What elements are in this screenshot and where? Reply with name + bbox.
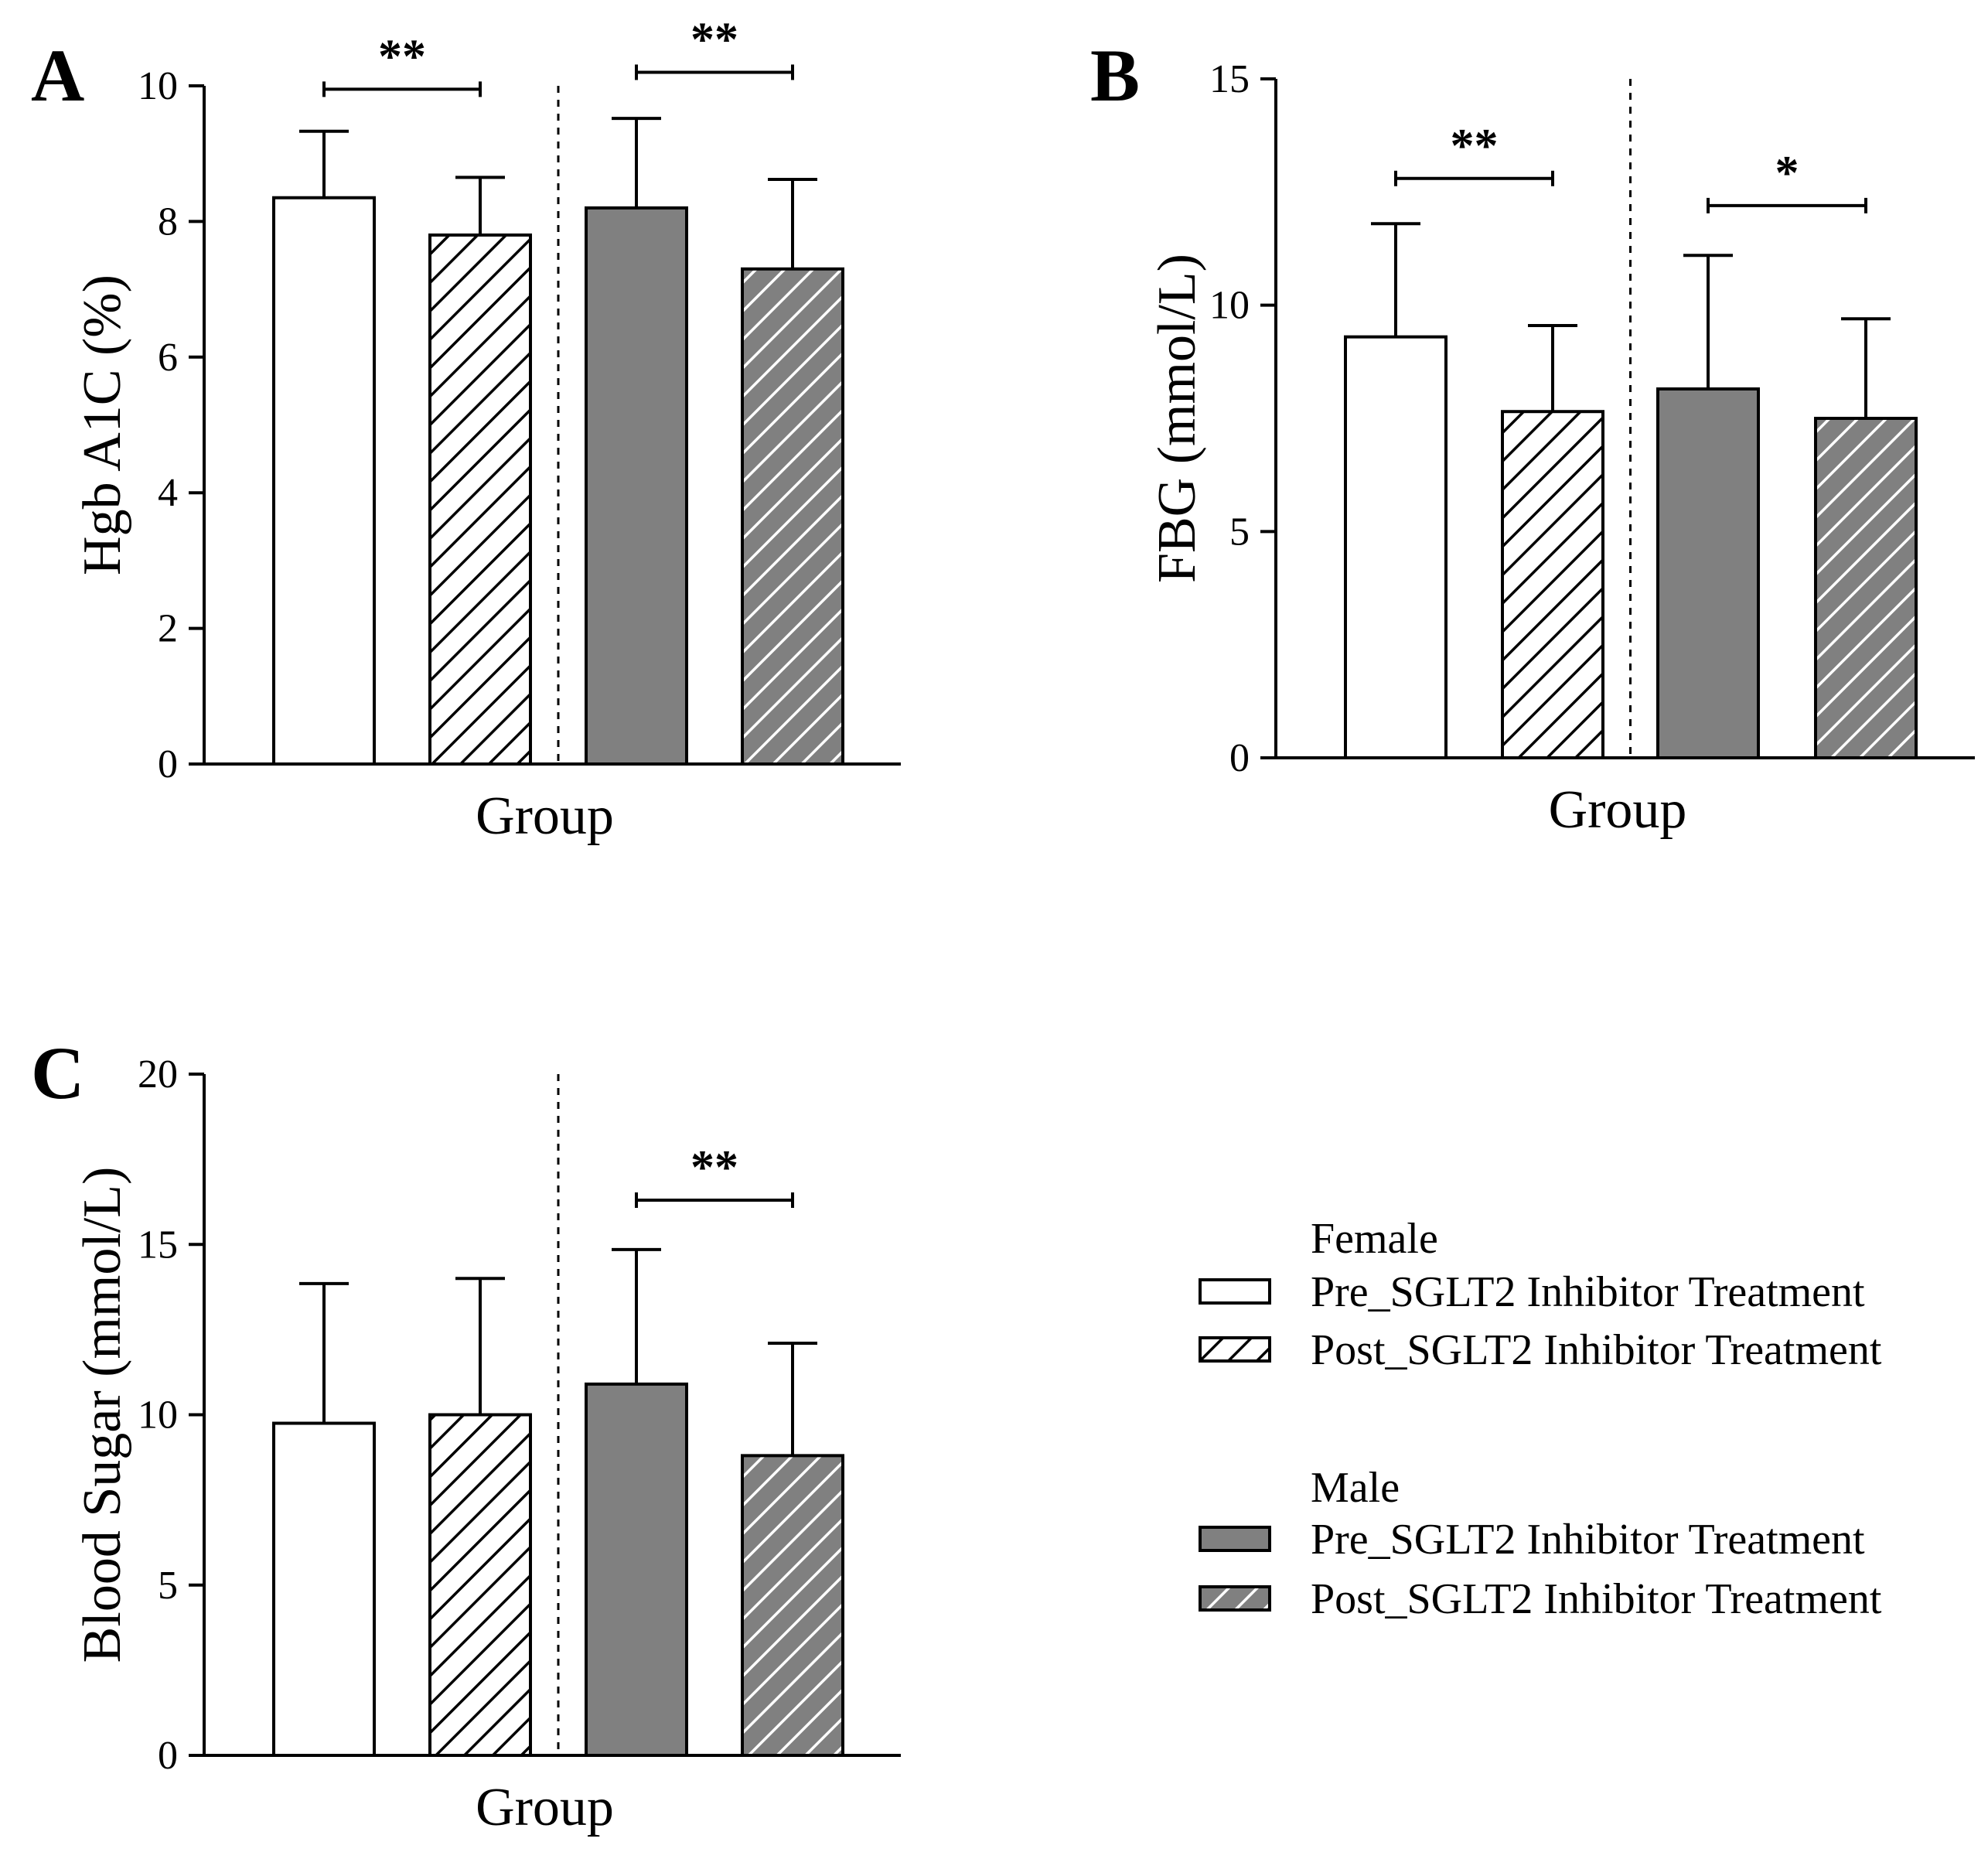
- y-tick-label: 0: [1229, 736, 1250, 780]
- y-tick-label: 5: [158, 1564, 178, 1608]
- panel-a-chart: 0 2 4 6 8 10 ** ** Group Hgb A1C (%) A: [31, 13, 901, 846]
- legend: Female Pre_SGLT2 Inhibitor Treatment Post_…: [1199, 1215, 1882, 1623]
- y-tick-label: 10: [138, 64, 178, 108]
- bar-male-pre: [1656, 387, 1760, 759]
- significance-label: **: [1451, 120, 1499, 172]
- y-tick-label: 6: [158, 336, 178, 380]
- bar-male-pre: [585, 1382, 688, 1757]
- bar-female-post: [1501, 410, 1604, 759]
- bar-female-post: [428, 233, 532, 766]
- y-tick-label: 5: [1229, 510, 1250, 554]
- legend-label: Post_SGLT2 Inhibitor Treatment: [1311, 1575, 1882, 1623]
- bar-female-post: [428, 1413, 532, 1757]
- bar-male-post: [1814, 417, 1918, 759]
- x-axis-title: Group: [476, 1778, 614, 1837]
- bar-female-pre: [1344, 335, 1448, 759]
- panel-letter: C: [31, 1032, 84, 1114]
- y-tick-label: 0: [158, 1734, 178, 1778]
- legend-swatch: [1199, 1585, 1271, 1612]
- y-axis-title: FBG (mmol/L): [1147, 254, 1207, 583]
- x-axis-title: Group: [1549, 780, 1687, 840]
- y-tick-label: 20: [138, 1052, 178, 1097]
- panel-letter: B: [1090, 34, 1140, 117]
- legend-heading-female: Female: [1311, 1215, 1438, 1263]
- y-tick-label: 8: [158, 200, 178, 244]
- significance-label: **: [691, 13, 738, 66]
- bar-female-pre: [272, 1421, 376, 1757]
- legend-heading-male: Male: [1311, 1464, 1400, 1512]
- y-tick-label: 0: [158, 742, 178, 786]
- panel-c-chart: 0 5 10 15 20 ** Group Blood Sugar (mmol/L) C: [31, 1032, 901, 1837]
- y-axis-title: Hgb A1C (%): [73, 275, 132, 575]
- y-tick-label: 10: [1209, 284, 1250, 328]
- legend-label: Pre_SGLT2 Inhibitor Treatment: [1311, 1268, 1865, 1316]
- legend-swatch: [1199, 1278, 1271, 1305]
- legend-label: Pre_SGLT2 Inhibitor Treatment: [1311, 1516, 1865, 1564]
- x-axis-title: Group: [476, 786, 614, 846]
- bar-male-post: [741, 1454, 844, 1757]
- bar-male-post: [741, 267, 844, 766]
- legend-label: Post_SGLT2 Inhibitor Treatment: [1311, 1326, 1882, 1374]
- y-tick-label: 2: [158, 607, 178, 651]
- y-tick-label: 10: [138, 1393, 178, 1438]
- bar-male-pre: [585, 206, 688, 766]
- bar-female-pre: [272, 196, 376, 766]
- significance-label: *: [1775, 147, 1799, 200]
- y-tick-label: 15: [138, 1223, 178, 1267]
- legend-swatch: [1199, 1336, 1271, 1363]
- legend-swatch: [1199, 1526, 1271, 1552]
- significance-label: **: [691, 1141, 738, 1194]
- y-tick-label: 15: [1209, 57, 1250, 101]
- significance-label: **: [378, 30, 426, 83]
- panel-letter: A: [31, 34, 84, 117]
- y-axis-title: Blood Sugar (mmol/L): [73, 1167, 132, 1663]
- y-tick-label: 4: [158, 471, 178, 515]
